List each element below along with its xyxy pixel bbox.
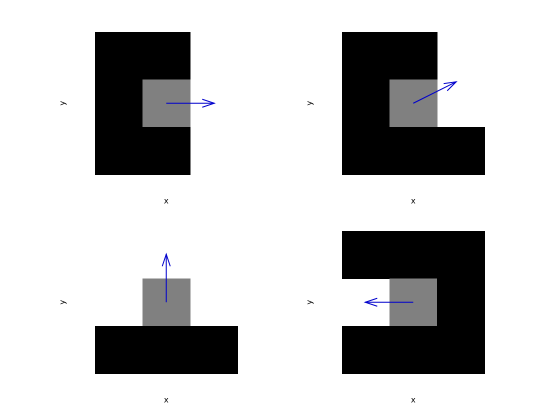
wall-cell	[95, 32, 143, 80]
wall-cell	[342, 32, 390, 80]
wall-cell	[437, 127, 485, 175]
wall-cell	[190, 326, 238, 374]
arrow-head	[363, 297, 378, 307]
wall-cell	[389, 231, 438, 279]
panel-bottom-right: xy	[305, 231, 485, 405]
panel-top-left: xy	[58, 32, 216, 206]
direction-arrow-right	[166, 98, 216, 108]
wall-cell	[437, 231, 485, 279]
wall-cell	[389, 326, 438, 374]
wall-cell	[437, 278, 485, 327]
direction-arrow-left	[363, 297, 414, 307]
wall-cell	[437, 326, 485, 374]
x-axis-label: x	[164, 197, 169, 206]
wall-cell	[389, 32, 438, 80]
x-axis-label: x	[411, 396, 416, 405]
arrow-head	[161, 252, 171, 267]
y-axis-label: y	[305, 101, 314, 106]
panel-bottom-left: xy	[58, 252, 238, 405]
wall-cell	[95, 79, 143, 128]
y-axis-label: y	[305, 300, 314, 305]
x-axis-label: x	[164, 396, 169, 405]
y-axis-label: y	[58, 300, 67, 305]
wall-cell	[389, 127, 438, 175]
wall-cell	[342, 79, 390, 128]
direction-arrow-up-right	[413, 81, 458, 104]
direction-arrow-up	[161, 252, 171, 303]
arrow-shaft	[413, 81, 457, 104]
wall-cell	[95, 127, 143, 175]
panel-top-right: xy	[305, 32, 485, 206]
arrow-head	[443, 81, 458, 92]
arrow-head	[202, 98, 216, 108]
y-axis-label: y	[58, 101, 67, 106]
wall-cell	[95, 326, 143, 374]
wall-cell	[342, 326, 390, 374]
wall-cell	[142, 32, 191, 80]
wall-cell	[342, 127, 390, 175]
wall-cell	[342, 231, 390, 279]
wall-cell	[142, 326, 191, 374]
x-axis-label: x	[411, 197, 416, 206]
wall-cell	[142, 127, 191, 175]
